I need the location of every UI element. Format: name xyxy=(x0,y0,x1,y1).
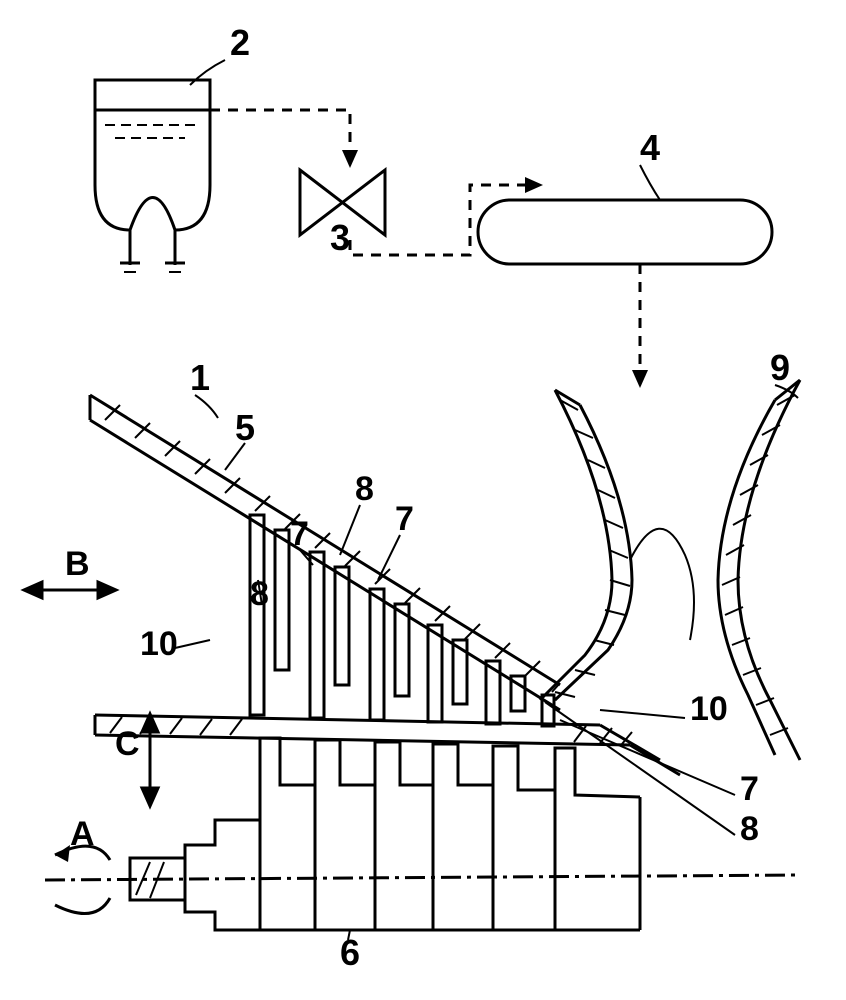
label-8b: 8 xyxy=(355,470,374,508)
tank-4 xyxy=(478,200,772,264)
labels: 1 2 3 4 5 6 7 7 7 8 8 8 9 10 10 A B C xyxy=(65,22,790,973)
funnel-9 xyxy=(540,380,800,760)
label-7c: 7 xyxy=(740,770,759,808)
flow-arrowheads xyxy=(342,150,648,388)
label-8c: 8 xyxy=(740,810,759,848)
lower-plate xyxy=(95,715,680,775)
label-9: 9 xyxy=(770,347,790,388)
label-A: A xyxy=(70,815,95,853)
label-2: 2 xyxy=(230,22,250,63)
label-B: B xyxy=(65,545,90,583)
label-3: 3 xyxy=(330,217,350,258)
rotor-6 xyxy=(45,738,800,930)
label-C: C xyxy=(115,725,140,763)
label-4: 4 xyxy=(640,127,660,168)
label-10a: 10 xyxy=(140,625,178,663)
label-10b: 10 xyxy=(690,690,728,728)
label-1: 1 xyxy=(190,357,210,398)
leader-1 xyxy=(195,395,218,418)
flow-lines xyxy=(210,110,640,380)
arrow-C xyxy=(142,714,158,806)
schematic-diagram: 1 2 3 4 5 6 7 7 7 8 8 8 9 10 10 A B C xyxy=(0,0,846,1000)
leader-4 xyxy=(640,165,660,200)
label-8a: 8 xyxy=(250,575,269,613)
arrow-B xyxy=(24,582,116,598)
label-6: 6 xyxy=(340,932,360,973)
label-5: 5 xyxy=(235,407,255,448)
vessel-2 xyxy=(95,80,210,272)
label-7b: 7 xyxy=(395,500,414,538)
leader-10a xyxy=(175,640,210,648)
label-7a: 7 xyxy=(290,515,309,553)
